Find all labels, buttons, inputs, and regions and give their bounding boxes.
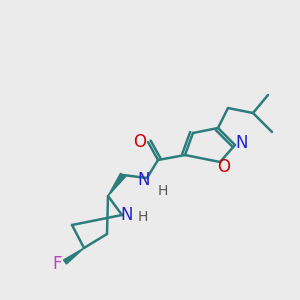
Text: H: H xyxy=(158,184,168,198)
Polygon shape xyxy=(64,248,84,264)
Text: O: O xyxy=(218,158,230,176)
Text: H: H xyxy=(138,210,148,224)
Text: N: N xyxy=(121,206,133,224)
Text: O: O xyxy=(134,133,146,151)
Text: F: F xyxy=(52,255,62,273)
Text: N: N xyxy=(236,134,248,152)
Text: N: N xyxy=(138,171,150,189)
Polygon shape xyxy=(108,173,125,196)
